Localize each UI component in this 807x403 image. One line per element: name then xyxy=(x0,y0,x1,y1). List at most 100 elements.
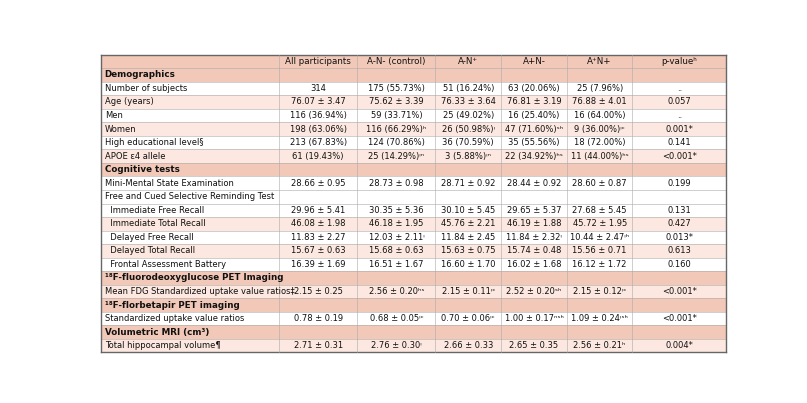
Bar xyxy=(567,95,633,109)
Bar xyxy=(436,190,501,204)
Bar xyxy=(501,109,567,122)
Text: 11.83 ± 2.27: 11.83 ± 2.27 xyxy=(291,233,345,242)
Text: 116 (36.94%): 116 (36.94%) xyxy=(290,111,347,120)
Text: 12.03 ± 2.11ᵎ: 12.03 ± 2.11ᵎ xyxy=(369,233,424,242)
Text: 61 (19.43%): 61 (19.43%) xyxy=(292,152,344,161)
Bar xyxy=(101,217,279,231)
Bar xyxy=(501,122,567,136)
Bar xyxy=(567,150,633,163)
Bar xyxy=(633,339,726,353)
Bar xyxy=(358,244,436,258)
Bar xyxy=(633,177,726,190)
Bar xyxy=(436,298,501,312)
Bar xyxy=(633,190,726,204)
Text: 51 (16.24%): 51 (16.24%) xyxy=(442,84,494,93)
Bar xyxy=(358,271,436,285)
Bar xyxy=(436,339,501,353)
Bar xyxy=(436,244,501,258)
Text: 9 (36.00%)ᵎᶜ: 9 (36.00%)ᵎᶜ xyxy=(575,125,625,133)
Text: Delayed Free Recall: Delayed Free Recall xyxy=(105,233,194,242)
Text: 2.56 ± 0.21ʰ: 2.56 ± 0.21ʰ xyxy=(574,341,626,350)
Text: 30.35 ± 5.36: 30.35 ± 5.36 xyxy=(369,206,424,215)
Bar xyxy=(279,204,358,217)
Bar xyxy=(567,177,633,190)
Text: 0.057: 0.057 xyxy=(667,98,692,106)
Bar xyxy=(567,231,633,244)
Text: p-valueʰ: p-valueʰ xyxy=(662,57,697,66)
Bar xyxy=(358,109,436,122)
Text: 2.15 ± 0.12ᵎᶜ: 2.15 ± 0.12ᵎᶜ xyxy=(573,287,626,296)
Bar xyxy=(279,312,358,325)
Text: 28.73 ± 0.98: 28.73 ± 0.98 xyxy=(369,179,424,188)
Bar xyxy=(279,136,358,150)
Text: 16 (25.40%): 16 (25.40%) xyxy=(508,111,560,120)
Bar xyxy=(501,285,567,298)
Bar xyxy=(101,109,279,122)
Bar xyxy=(633,312,726,325)
Text: 16.60 ± 1.70: 16.60 ± 1.70 xyxy=(441,260,495,269)
Bar xyxy=(279,258,358,271)
Text: A+N-: A+N- xyxy=(523,57,546,66)
Bar xyxy=(101,258,279,271)
Bar xyxy=(279,68,358,82)
Text: Delayed Total Recall: Delayed Total Recall xyxy=(105,246,194,256)
Text: 45.76 ± 2.21: 45.76 ± 2.21 xyxy=(441,219,495,229)
Text: 0.001*: 0.001* xyxy=(666,125,693,133)
Bar xyxy=(279,163,358,177)
Text: 15.56 ± 0.71: 15.56 ± 0.71 xyxy=(572,246,627,256)
Text: 29.65 ± 5.37: 29.65 ± 5.37 xyxy=(507,206,561,215)
Bar xyxy=(436,231,501,244)
Bar xyxy=(501,312,567,325)
Text: <0.001*: <0.001* xyxy=(662,287,696,296)
Text: 27.68 ± 5.45: 27.68 ± 5.45 xyxy=(572,206,627,215)
Bar xyxy=(358,136,436,150)
Bar xyxy=(436,285,501,298)
Bar xyxy=(633,244,726,258)
Text: <0.001*: <0.001* xyxy=(662,152,696,161)
Text: A⁺N+: A⁺N+ xyxy=(587,57,612,66)
Bar xyxy=(633,258,726,271)
Bar xyxy=(279,231,358,244)
Text: 16.02 ± 1.68: 16.02 ± 1.68 xyxy=(507,260,561,269)
Text: Immediate Free Recall: Immediate Free Recall xyxy=(105,206,204,215)
Bar xyxy=(279,122,358,136)
Bar xyxy=(567,339,633,353)
Text: 29.96 ± 5.41: 29.96 ± 5.41 xyxy=(291,206,345,215)
Text: Standardized uptake value ratios: Standardized uptake value ratios xyxy=(105,314,244,323)
Bar xyxy=(279,217,358,231)
Bar xyxy=(279,285,358,298)
Bar xyxy=(501,54,567,68)
Bar xyxy=(567,244,633,258)
Text: 2.15 ± 0.25: 2.15 ± 0.25 xyxy=(294,287,343,296)
Text: 76.33 ± 3.64: 76.33 ± 3.64 xyxy=(441,98,495,106)
Text: 1.00 ± 0.17ⁿˢʰ: 1.00 ± 0.17ⁿˢʰ xyxy=(504,314,563,323)
Text: 16.39 ± 1.69: 16.39 ± 1.69 xyxy=(291,260,345,269)
Text: 11.84 ± 2.45: 11.84 ± 2.45 xyxy=(441,233,495,242)
Bar xyxy=(567,285,633,298)
Bar xyxy=(501,95,567,109)
Bar xyxy=(567,204,633,217)
Text: 18 (72.00%): 18 (72.00%) xyxy=(574,138,625,147)
Bar xyxy=(358,190,436,204)
Text: 25 (14.29%)ᵎⁿ: 25 (14.29%)ᵎⁿ xyxy=(368,152,424,161)
Bar xyxy=(567,122,633,136)
Text: Total hippocampal volume¶: Total hippocampal volume¶ xyxy=(105,341,220,350)
Bar xyxy=(501,258,567,271)
Bar xyxy=(279,95,358,109)
Text: 0.013*: 0.013* xyxy=(666,233,693,242)
Bar xyxy=(279,54,358,68)
Bar xyxy=(436,258,501,271)
Text: 2.71 ± 0.31: 2.71 ± 0.31 xyxy=(294,341,343,350)
Bar xyxy=(567,312,633,325)
Bar xyxy=(358,285,436,298)
Bar xyxy=(567,258,633,271)
Bar xyxy=(101,204,279,217)
Bar xyxy=(436,204,501,217)
Bar xyxy=(358,258,436,271)
Text: 76.88 ± 4.01: 76.88 ± 4.01 xyxy=(572,98,627,106)
Bar xyxy=(101,95,279,109)
Bar xyxy=(501,231,567,244)
Bar xyxy=(101,54,279,68)
Text: APOE ε4 allele: APOE ε4 allele xyxy=(105,152,165,161)
Text: 2.66 ± 0.33: 2.66 ± 0.33 xyxy=(444,341,493,350)
